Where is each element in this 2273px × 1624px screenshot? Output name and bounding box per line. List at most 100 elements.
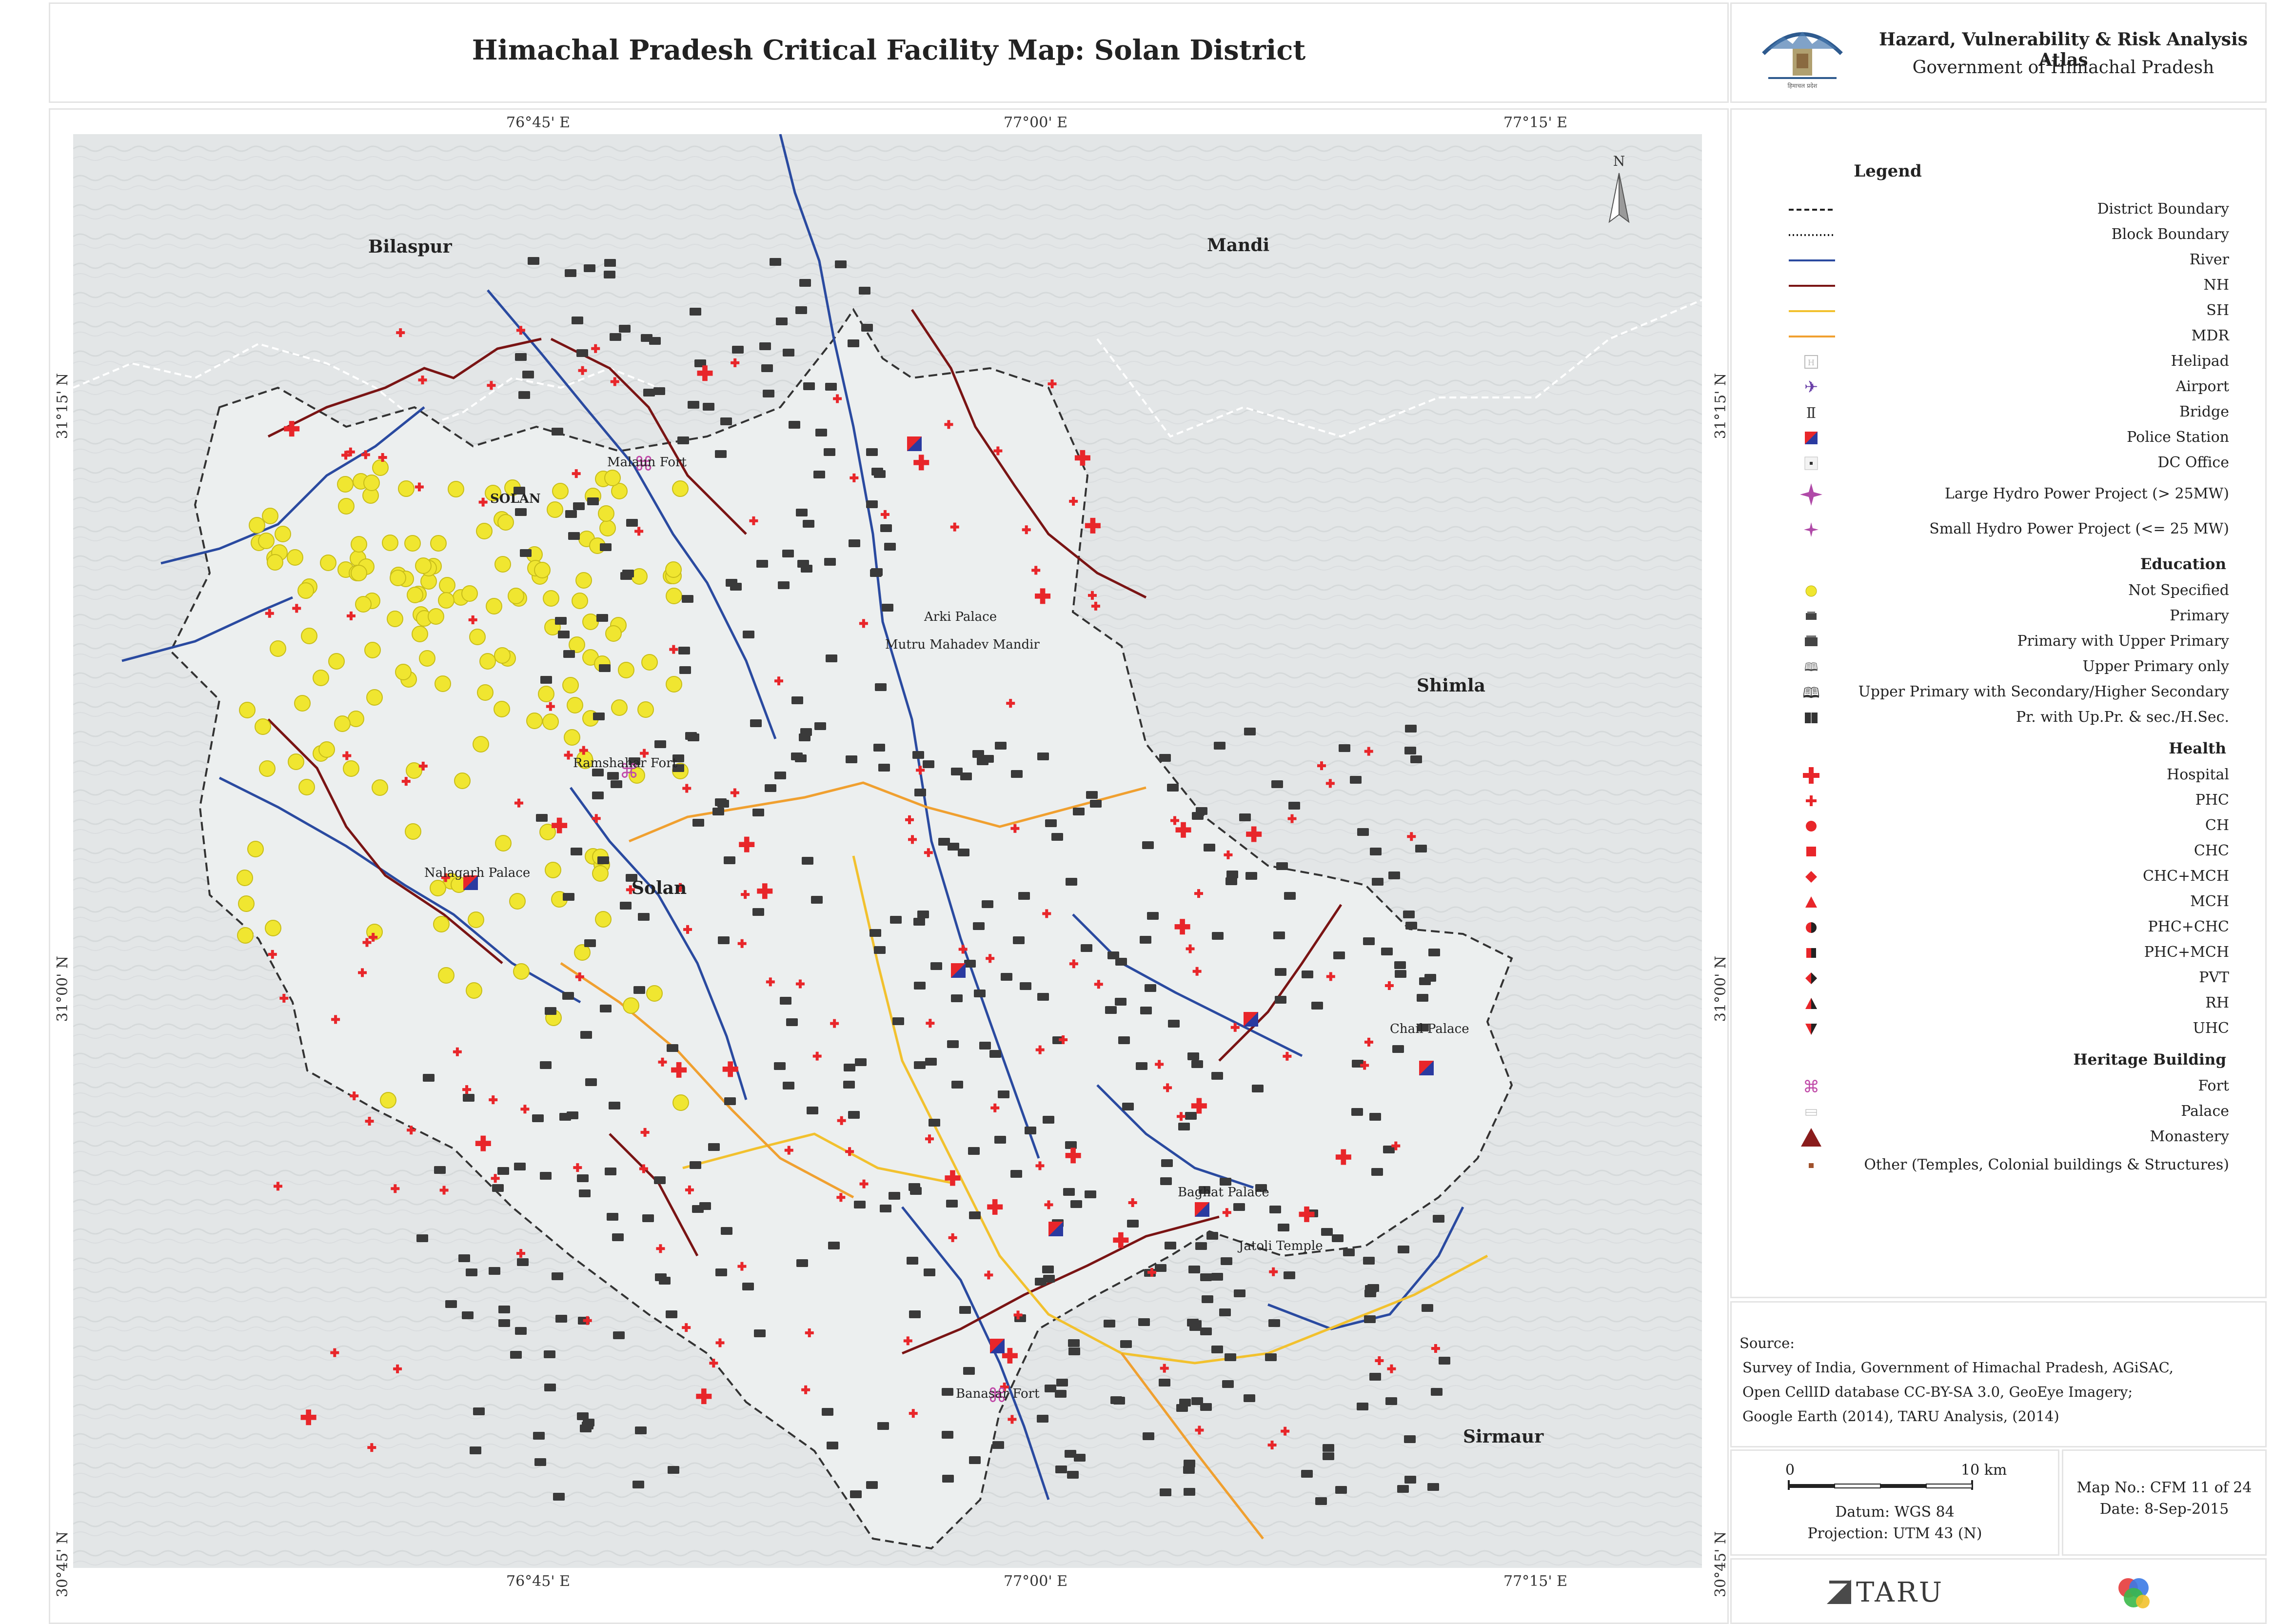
education-not-specified bbox=[494, 647, 511, 664]
school-icon bbox=[778, 581, 790, 589]
school-icon bbox=[811, 896, 823, 904]
health-cross bbox=[1010, 824, 1020, 833]
health-cross bbox=[1113, 1232, 1129, 1248]
school-icon bbox=[1200, 1273, 1212, 1281]
svg-text:🕮: 🕮 bbox=[1802, 685, 1819, 702]
legend-infra-3-label: Police Station bbox=[2127, 429, 2229, 446]
health-cross bbox=[1128, 1198, 1137, 1208]
health-cross bbox=[640, 749, 649, 758]
health-cross bbox=[1002, 1347, 1018, 1364]
education-not-specified bbox=[405, 823, 421, 840]
legend-heritage-3-symbol bbox=[1786, 1153, 1840, 1178]
health-cross bbox=[1170, 816, 1179, 825]
health-cross bbox=[475, 1135, 491, 1151]
health-cross bbox=[1325, 779, 1335, 788]
legend-education-2-symbol bbox=[1786, 630, 1840, 654]
school-icon bbox=[666, 1310, 677, 1318]
school-icon bbox=[1074, 1454, 1086, 1462]
health-cross bbox=[331, 1015, 340, 1024]
education-not-specified bbox=[238, 895, 255, 912]
education-not-specified bbox=[318, 741, 335, 758]
school-icon bbox=[959, 1306, 971, 1314]
health-cross bbox=[749, 516, 758, 525]
scale-end: 10 km bbox=[1961, 1462, 2007, 1479]
education-not-specified bbox=[552, 483, 569, 499]
school-icon bbox=[510, 1351, 522, 1359]
school-icon bbox=[1105, 1006, 1117, 1014]
education-not-specified bbox=[430, 535, 447, 552]
health-cross bbox=[520, 1105, 530, 1114]
school-icon bbox=[555, 617, 567, 625]
education-not-specified bbox=[666, 588, 682, 604]
legend-health-6: PHC+CHC bbox=[1732, 915, 2268, 940]
education-not-specified bbox=[477, 684, 494, 701]
school-icon bbox=[1271, 780, 1283, 788]
health-cross bbox=[1299, 1206, 1315, 1222]
health-cross bbox=[1281, 1426, 1290, 1436]
school-icon bbox=[565, 269, 576, 277]
school-icon bbox=[1268, 1319, 1280, 1327]
school-icon bbox=[1225, 1353, 1236, 1361]
map-svg[interactable]: ⌘ ⌘ ⌘ N bbox=[73, 134, 1702, 1568]
school-icon bbox=[1081, 944, 1092, 952]
school-icon bbox=[445, 1300, 457, 1308]
legend-health-4-symbol bbox=[1786, 865, 1840, 889]
school-icon bbox=[1191, 1060, 1203, 1068]
education-not-specified bbox=[562, 677, 579, 693]
health-cross bbox=[671, 1062, 687, 1078]
health-cross bbox=[491, 1174, 500, 1183]
state-road-4 bbox=[560, 962, 854, 1199]
map-canvas[interactable]: ⌘ ⌘ ⌘ N Bilaspur Mandi Shimla Sirmaur Sola… bbox=[73, 134, 1702, 1568]
school-icon bbox=[1161, 1159, 1173, 1167]
legend-infra-5: Large Hydro Power Project (> 25MW) bbox=[1732, 482, 2268, 507]
school-icon bbox=[580, 1031, 592, 1039]
legend-health-0: Hospital bbox=[1732, 763, 2268, 788]
school-icon bbox=[750, 719, 762, 727]
school-icon bbox=[968, 1147, 980, 1155]
school-icon bbox=[579, 1189, 591, 1197]
school-icon bbox=[877, 1422, 889, 1430]
school-icon bbox=[1122, 1103, 1134, 1110]
school-icon bbox=[866, 448, 878, 456]
school-icon bbox=[517, 1258, 529, 1266]
health-cross bbox=[1042, 909, 1051, 918]
school-icon bbox=[552, 428, 563, 436]
school-icon bbox=[1211, 1346, 1223, 1353]
school-icon bbox=[1115, 998, 1127, 1006]
school-icon bbox=[843, 1081, 855, 1089]
school-icon bbox=[1323, 1452, 1334, 1460]
school-icon bbox=[1221, 1257, 1232, 1265]
school-icon bbox=[1288, 802, 1300, 810]
school-icon bbox=[626, 519, 638, 527]
datum: Datum: WGS 84 bbox=[1835, 1504, 1955, 1521]
school-icon bbox=[1178, 1123, 1190, 1130]
source-text: Source: Survey of India, Government of H… bbox=[1739, 1331, 2174, 1428]
school-icon bbox=[942, 1388, 953, 1396]
school-icon bbox=[783, 349, 794, 356]
school-icon bbox=[826, 654, 837, 662]
health-cross bbox=[1387, 1364, 1396, 1373]
school-icon bbox=[1415, 845, 1427, 852]
school-icon bbox=[969, 1456, 981, 1464]
health-cross bbox=[342, 751, 352, 760]
school-icon bbox=[1189, 1323, 1201, 1331]
school-icon bbox=[638, 913, 650, 921]
school-icon bbox=[563, 650, 575, 658]
place-banasar-fort: Banasar Fort bbox=[956, 1386, 1040, 1401]
education-not-specified bbox=[301, 628, 317, 644]
health-cross bbox=[1059, 1035, 1068, 1044]
legend-health-9-symbol bbox=[1786, 991, 1840, 1016]
education-not-specified bbox=[513, 963, 530, 980]
school-icon bbox=[498, 1319, 510, 1327]
school-icon bbox=[1056, 1379, 1068, 1386]
education-not-specified bbox=[547, 501, 563, 518]
legend-line-4-symbol bbox=[1786, 299, 1840, 323]
education-not-specified bbox=[666, 676, 682, 693]
education-not-specified bbox=[298, 779, 315, 795]
scale-start: 0 bbox=[1785, 1462, 1795, 1479]
place-ramshahar-fort: Ramshahar Fort bbox=[573, 756, 678, 771]
school-icon bbox=[1233, 1203, 1245, 1211]
school-icon bbox=[1350, 776, 1362, 784]
legend-health-0-symbol bbox=[1786, 763, 1840, 788]
health-cross bbox=[626, 885, 635, 894]
